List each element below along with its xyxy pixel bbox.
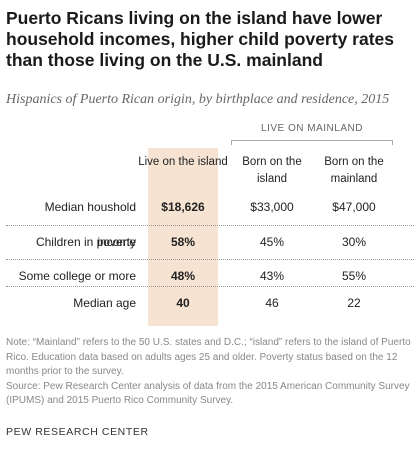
cell-born-on-island: 43%	[259, 269, 285, 283]
column-group-rule	[231, 140, 393, 141]
table-row: Children in poverty 58% 45% 30%	[0, 225, 420, 260]
column-group-tick-left	[231, 140, 232, 145]
pew-research-center-logo: PEW RESEARCH CENTER	[6, 426, 149, 438]
cell-born-on-island: 45%	[259, 235, 285, 249]
row-divider	[6, 225, 414, 226]
cell-live-on-island: $18,626	[161, 200, 205, 214]
cell-born-on-island: 46	[265, 296, 279, 310]
cell-born-on-island: $33,000	[250, 200, 294, 214]
cell-born-on-mainland: 30%	[341, 235, 367, 249]
cell-live-on-island: 48%	[170, 269, 196, 283]
island-column-highlight	[148, 148, 218, 326]
table-row: Some college or more 48% 43% 55%	[0, 259, 420, 294]
cell-live-on-island: 58%	[170, 235, 196, 249]
chart-notes: Note: “Mainland” refers to the 50 U.S. s…	[6, 336, 416, 409]
source-text: Source: Pew Research Center analysis of …	[6, 380, 410, 407]
chart-subtitle: Hispanics of Puerto Rican origin, by bir…	[6, 92, 390, 107]
cell-live-on-island: 40	[176, 296, 190, 310]
table-row: Median houshold income $18,626 $33,000 $…	[0, 190, 420, 249]
column-header-born-on-mainland: Born on the mainland	[324, 156, 384, 185]
row-divider	[6, 259, 414, 260]
cell-born-on-mainland: $47,000	[332, 200, 376, 214]
row-label: Median houshold income	[44, 200, 136, 249]
column-header-born-on-island: Born on the island	[242, 156, 302, 185]
row-label: Median age	[73, 296, 136, 310]
column-group-tick-right	[392, 140, 393, 145]
column-header-live-on-island: Live on the island	[138, 156, 228, 168]
note-text: Note: “Mainland” refers to the 50 U.S. s…	[6, 337, 411, 377]
row-label: Some college or more	[18, 269, 136, 283]
column-group-label: LIVE ON MAINLAND	[261, 123, 363, 134]
row-label: Children in poverty	[35, 235, 136, 249]
cell-born-on-mainland: 22	[347, 296, 361, 310]
table-row: Median age 40 46 22	[0, 286, 420, 321]
chart-title: Puerto Ricans living on the island have …	[6, 8, 394, 70]
cell-born-on-mainland: 55%	[341, 269, 367, 283]
row-divider	[6, 286, 414, 287]
